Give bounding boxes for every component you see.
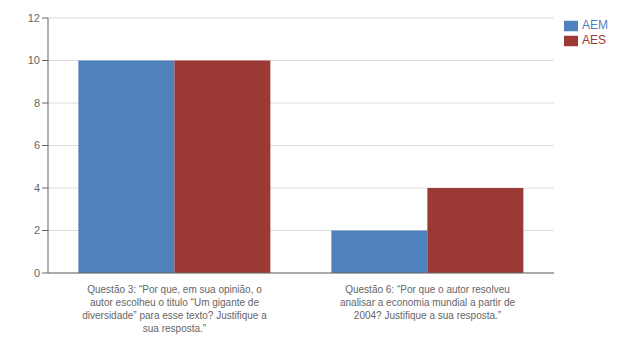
- svg-text:2: 2: [34, 224, 40, 236]
- svg-text:8: 8: [34, 97, 40, 109]
- html-text:AEM: AEM: [582, 18, 608, 32]
- svg-text:Questão 6: “Por que o autor re: Questão 6: “Por que o autor resolveuanal…: [340, 284, 516, 321]
- svg-text:4: 4: [34, 182, 40, 194]
- html-text:AES: AES: [582, 32, 606, 47]
- svg-text:12: 12: [28, 12, 40, 24]
- svg-text:Questão 3: “Por que, em sua op: Questão 3: “Por que, em sua opinião, oau…: [82, 284, 267, 334]
- svg-text:0: 0: [34, 267, 40, 279]
- svg-text:10: 10: [28, 54, 40, 66]
- svg-text:6: 6: [34, 139, 40, 151]
